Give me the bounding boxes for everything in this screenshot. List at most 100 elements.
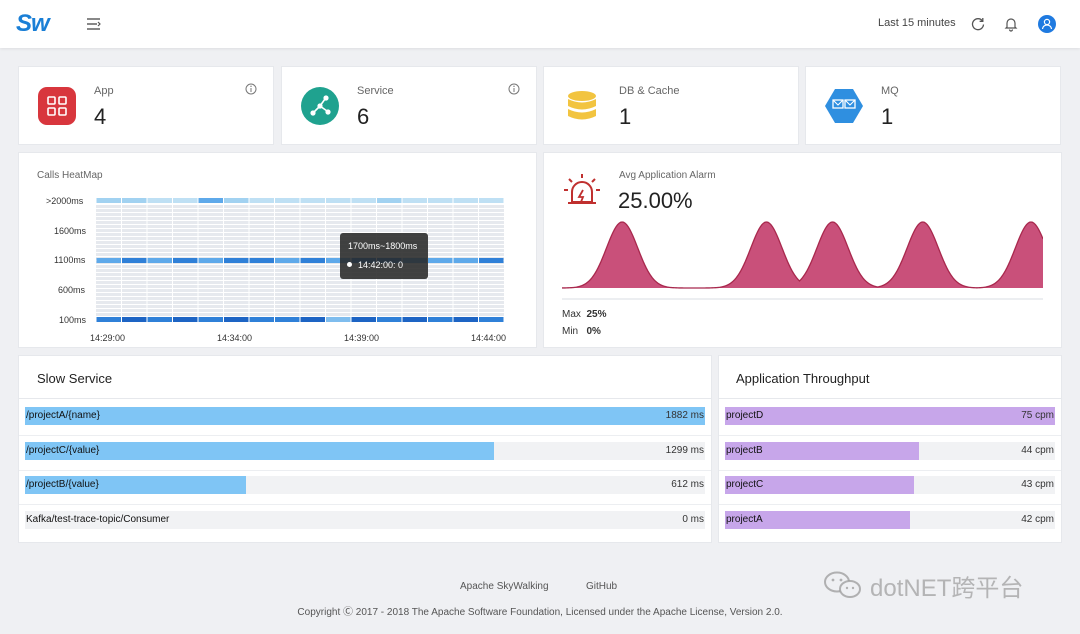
tooltip-dot: [347, 262, 352, 267]
throughput-value: 44 cpm: [1021, 445, 1054, 456]
heatmap-cell: [428, 198, 453, 203]
throughput-title: Application Throughput: [736, 371, 870, 386]
heatmap-cell: [351, 317, 376, 322]
heatmap-cell: [147, 198, 172, 203]
heatmap-cell: [300, 198, 325, 203]
slow-service-row[interactable]: Kafka/test-trace-topic/Consumer 0 ms: [25, 511, 705, 529]
alarm-max-label: Max: [562, 309, 581, 320]
wechat-icon: [824, 571, 861, 598]
heatmap-cell: [428, 258, 453, 263]
heatmap-cell: [249, 317, 274, 322]
heatmap-cell: [147, 258, 172, 263]
stat-value: 1: [881, 104, 894, 129]
heatmap-y-label: 100ms: [59, 315, 87, 325]
throughput-value: 75 cpm: [1021, 410, 1054, 421]
footer-link-skywalking[interactable]: Apache SkyWalking: [460, 581, 549, 592]
alarm-min-value: 0%: [586, 326, 601, 337]
heatmap-cell: [122, 258, 147, 263]
bell-icon[interactable]: [1002, 15, 1020, 33]
stat-value: 4: [94, 104, 107, 129]
stat-card-mq[interactable]: MQ 1: [805, 66, 1061, 145]
heatmap-cell: [122, 317, 147, 322]
row-divider: [19, 504, 711, 505]
heatmap-y-label: >2000ms: [46, 196, 84, 206]
info-icon[interactable]: [245, 83, 257, 95]
heatmap-cell: [96, 317, 121, 322]
alarm-siren-icon: [564, 174, 600, 204]
footer-link-github[interactable]: GitHub: [586, 581, 618, 592]
slow-service-row[interactable]: /projectA/{name} 1882 ms: [25, 407, 705, 425]
throughput-bar: [725, 407, 1055, 425]
slow-service-value: 1882 ms: [665, 410, 704, 421]
heatmap-cell: [300, 258, 325, 263]
alarm-max: Max 25%: [562, 309, 606, 320]
heatmap-cell: [479, 258, 504, 263]
slow-service-bar: [25, 442, 495, 460]
heatmap-cell: [453, 258, 478, 263]
heatmap-cell: [224, 198, 249, 203]
slow-service-name: /projectB/{value}: [26, 479, 99, 490]
throughput-value: 42 cpm: [1021, 514, 1054, 525]
heatmap-cell: [479, 198, 504, 203]
heatmap-cell: [326, 258, 351, 263]
throughput-value: 43 cpm: [1021, 479, 1054, 490]
throughput-row[interactable]: projectA 42 cpm: [725, 511, 1055, 529]
heatmap-cell: [377, 198, 402, 203]
throughput-row[interactable]: projectC 43 cpm: [725, 476, 1055, 494]
slow-service-title: Slow Service: [37, 371, 113, 386]
stat-value: 6: [357, 104, 370, 129]
heatmap-cell: [275, 258, 300, 263]
heatmap-x-label: 14:39:00: [344, 333, 380, 343]
heatmap-cell: [173, 198, 198, 203]
alarm-area-chart[interactable]: [562, 218, 1043, 302]
throughput-name: projectB: [726, 445, 763, 456]
heatmap-tooltip: 1700ms~1800ms 14:42:00: 0: [340, 233, 428, 279]
stat-card-app[interactable]: App 4: [18, 66, 274, 145]
heatmap-cell: [377, 317, 402, 322]
slow-service-bar: [25, 476, 247, 494]
row-divider: [719, 504, 1061, 505]
slow-service-row[interactable]: /projectB/{value} 612 ms: [25, 476, 705, 494]
heatmap-cell: [402, 198, 427, 203]
slow-service-name: /projectA/{name}: [26, 410, 100, 421]
top-bar: Sw Last 15 minutes: [0, 0, 1080, 48]
heatmap-cell: [198, 317, 223, 322]
row-divider: [719, 470, 1061, 471]
heatmap-cell: [198, 258, 223, 263]
refresh-icon[interactable]: [969, 15, 987, 33]
slow-service-value: 0 ms: [682, 514, 704, 525]
heatmap-cell: [224, 258, 249, 263]
alarm-min: Min 0%: [562, 326, 601, 337]
stat-value: 1: [619, 104, 632, 129]
heatmap-cell: [453, 198, 478, 203]
heatmap-cell: [224, 317, 249, 322]
throughput-row[interactable]: projectB 44 cpm: [725, 442, 1055, 460]
heatmap-cell: [326, 317, 351, 322]
stat-label: Service: [357, 85, 394, 97]
row-divider: [19, 470, 711, 471]
heatmap-cell: [173, 258, 198, 263]
throughput-bar: [725, 476, 915, 494]
info-icon[interactable]: [508, 83, 520, 95]
alarm-max-value: 25%: [586, 309, 607, 320]
alarm-min-label: Min: [562, 326, 579, 337]
heatmap-x-label: 14:44:00: [471, 333, 507, 343]
heatmap-x-label: 14:34:00: [217, 333, 253, 343]
heatmap-cell: [249, 198, 274, 203]
heatmap-chart[interactable]: [96, 197, 504, 325]
user-avatar[interactable]: [1038, 15, 1056, 33]
time-range-selector[interactable]: Last 15 minutes: [878, 17, 956, 29]
throughput-row[interactable]: projectD 75 cpm: [725, 407, 1055, 425]
stat-card-service[interactable]: Service 6: [281, 66, 537, 145]
stat-card-db-cache[interactable]: DB & Cache 1: [543, 66, 799, 145]
heatmap-cell: [173, 317, 198, 322]
heatmap-cell: [96, 258, 121, 263]
message-queue-icon: [825, 89, 863, 123]
menu-toggle-icon[interactable]: [84, 14, 104, 34]
throughput-bar: [725, 442, 919, 460]
heatmap-cell: [147, 317, 172, 322]
skywalking-logo[interactable]: Sw: [16, 10, 50, 37]
slow-service-row[interactable]: /projectC/{value} 1299 ms: [25, 442, 705, 460]
stat-label: DB & Cache: [619, 85, 680, 97]
throughput-name: projectA: [726, 514, 763, 525]
